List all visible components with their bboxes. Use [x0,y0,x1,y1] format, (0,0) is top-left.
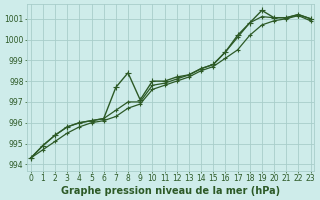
X-axis label: Graphe pression niveau de la mer (hPa): Graphe pression niveau de la mer (hPa) [61,186,280,196]
